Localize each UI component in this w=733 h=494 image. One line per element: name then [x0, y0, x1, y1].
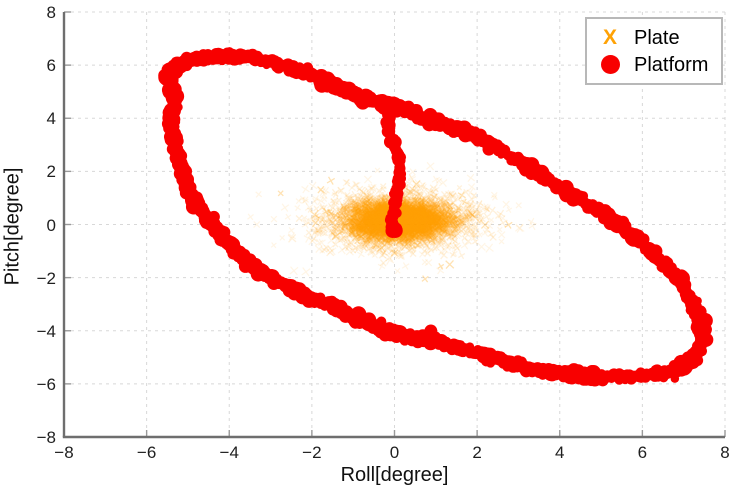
platform-marker-cell [597, 55, 623, 74]
legend-label-platform: Platform [634, 53, 709, 76]
y-tick-label: 8 [46, 3, 56, 22]
y-tick-label: 2 [46, 162, 56, 182]
x-tick-label: 4 [555, 443, 565, 462]
x-tick-label: 2 [472, 443, 482, 462]
x-axis-label: Roll[degree] [340, 464, 449, 486]
y-tick-label: −4 [36, 321, 56, 341]
y-tick-label: 4 [46, 109, 56, 129]
x-tick-label: −8 [54, 443, 74, 462]
y-tick-label: −2 [36, 268, 56, 288]
x-tick-label: −2 [302, 443, 322, 462]
x-tick-label: −4 [219, 443, 239, 462]
x-tick-label: 8 [720, 443, 730, 462]
y-tick-label: −8 [36, 428, 56, 447]
plate-x-marker-icon: X [602, 26, 617, 49]
legend-label-plate: Plate [634, 26, 680, 49]
y-tick-label: −6 [36, 374, 56, 394]
x-tick-label: −6 [136, 443, 157, 462]
legend-item-plate: X Plate [597, 27, 721, 49]
x-tick-label: 6 [637, 443, 648, 462]
y-tick-label: 6 [46, 56, 56, 76]
legend: X Plate Platform [585, 17, 723, 85]
y-tick-label: 0 [46, 215, 56, 235]
legend-item-platform: Platform [597, 54, 721, 76]
x-tick-label: 0 [389, 443, 400, 462]
plate-marker-cell: X [597, 27, 623, 48]
platform-dot-marker-icon [600, 55, 620, 74]
